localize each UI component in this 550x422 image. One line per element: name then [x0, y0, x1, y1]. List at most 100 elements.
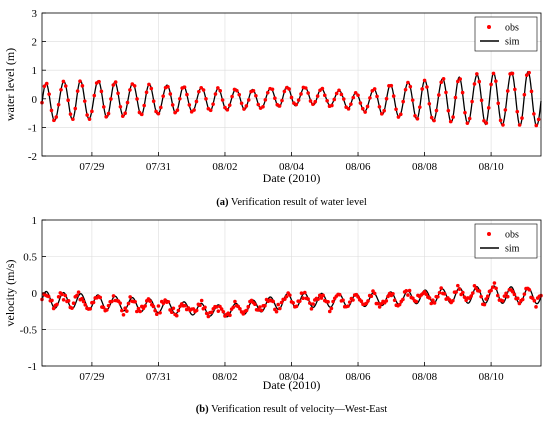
- obs-point: [246, 304, 251, 309]
- obs-point: [80, 296, 84, 301]
- obs-point: [239, 101, 244, 106]
- obs-point: [510, 289, 515, 294]
- obs-point: [296, 98, 301, 102]
- obs-point: [363, 110, 367, 114]
- obs-point: [321, 293, 325, 298]
- obs-point: [477, 289, 482, 293]
- obs-point: [59, 87, 63, 92]
- obs-point: [214, 305, 219, 309]
- obs-point: [341, 298, 345, 302]
- obs-point: [341, 97, 346, 101]
- obs-point: [191, 307, 196, 311]
- obs-point: [128, 295, 132, 299]
- obs-point: [437, 290, 442, 295]
- y-tick-label: -0.5: [20, 325, 38, 337]
- obs-point: [187, 103, 192, 107]
- obs-point: [185, 92, 189, 97]
- obs-point: [372, 291, 377, 296]
- obs-point: [46, 294, 51, 299]
- obs-point: [66, 98, 70, 103]
- obs-point: [522, 292, 527, 296]
- obs-point: [101, 305, 106, 310]
- obs-point: [415, 117, 420, 121]
- obs-point: [418, 105, 422, 109]
- obs-point: [453, 95, 458, 100]
- obs-point: [463, 110, 467, 115]
- obs-point: [527, 70, 531, 75]
- obs-point: [465, 121, 470, 125]
- obs-point: [233, 299, 237, 304]
- obs-point: [278, 306, 282, 311]
- obs-point: [70, 306, 74, 310]
- obs-point: [420, 87, 424, 91]
- obs-point: [85, 113, 89, 117]
- obs-point: [156, 304, 161, 308]
- obs-point: [309, 307, 314, 311]
- obs-point: [109, 97, 113, 101]
- obs-point: [136, 306, 141, 311]
- obs-point: [168, 92, 173, 96]
- obs-point: [175, 108, 180, 112]
- obs-point: [144, 90, 149, 95]
- obs-point: [209, 310, 214, 315]
- obs-point: [265, 90, 270, 95]
- obs-point: [384, 299, 389, 303]
- x-axis-label-water-level: Date (2010): [263, 171, 321, 185]
- obs-point: [391, 94, 396, 98]
- obs-point: [83, 303, 88, 307]
- obs-point: [244, 104, 249, 108]
- obs-point: [522, 92, 527, 97]
- y-axis-label-water-level: water level (m): [3, 48, 17, 121]
- obs-point: [211, 102, 215, 106]
- obs-point: [364, 301, 369, 306]
- obs-point: [231, 305, 236, 310]
- obs-point: [486, 106, 491, 110]
- obs-point: [332, 97, 337, 102]
- obs-point: [479, 294, 483, 299]
- obs-point: [515, 296, 520, 301]
- obs-point: [120, 114, 125, 118]
- obs-point: [276, 302, 280, 307]
- obs-point: [368, 96, 372, 100]
- obs-point: [91, 300, 96, 305]
- obs-point: [410, 98, 415, 102]
- obs-point: [429, 301, 434, 306]
- obs-point: [235, 88, 239, 93]
- obs-point: [263, 303, 267, 308]
- obs-point: [44, 81, 49, 86]
- obs-point: [496, 101, 501, 106]
- obs-point: [68, 112, 73, 116]
- obs-point: [356, 295, 360, 299]
- obs-point: [303, 290, 307, 295]
- obs-point: [183, 303, 187, 308]
- obs-point: [279, 300, 284, 305]
- obs-point: [60, 292, 64, 297]
- obs-point: [242, 107, 246, 111]
- obs-point: [502, 294, 507, 298]
- obs-point: [484, 297, 488, 301]
- obs-point: [456, 79, 460, 84]
- obs-point: [386, 294, 390, 299]
- obs-point: [382, 108, 386, 113]
- obs-point: [225, 108, 230, 112]
- legend-sim-label: sim: [505, 37, 520, 48]
- obs-point: [56, 294, 61, 299]
- obs-point: [515, 109, 520, 114]
- obs-point: [54, 115, 59, 119]
- obs-point: [299, 291, 304, 295]
- obs-point: [484, 121, 489, 125]
- obs-point: [101, 105, 106, 109]
- obs-point: [197, 89, 201, 94]
- obs-point: [140, 112, 144, 117]
- obs-point: [111, 294, 116, 298]
- obs-point: [253, 302, 257, 307]
- obs-point: [482, 302, 487, 307]
- obs-point: [203, 305, 207, 310]
- x-tick-label: 07/31: [146, 371, 171, 383]
- caption-text-b: Verification result of velocity—West-Eas…: [211, 404, 387, 415]
- obs-point: [429, 115, 434, 120]
- obs-point: [408, 84, 413, 89]
- caption-velocity: (b) Verification result of velocity—West…: [196, 404, 388, 415]
- obs-point: [199, 298, 204, 303]
